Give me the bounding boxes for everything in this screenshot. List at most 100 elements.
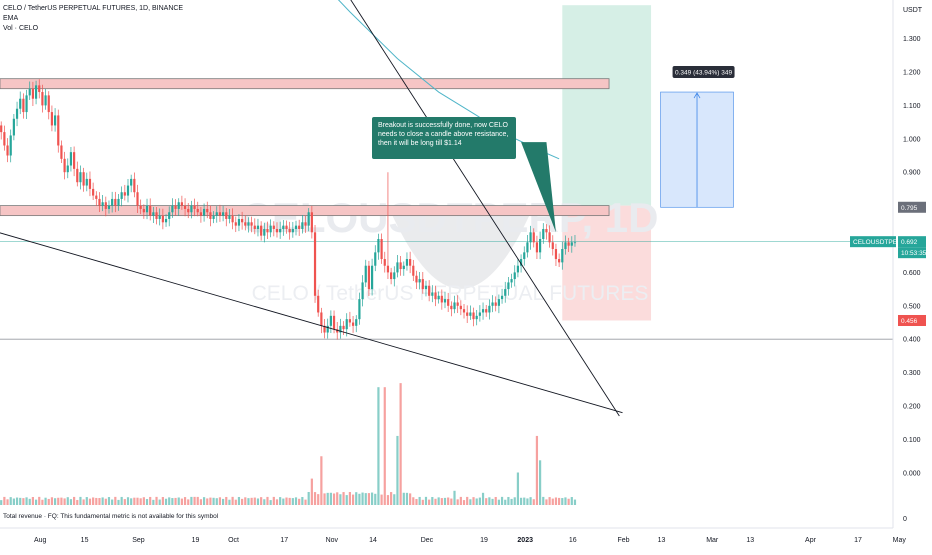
candle-body	[6, 145, 9, 156]
price-label-bg	[898, 247, 926, 259]
candle-body	[497, 299, 500, 306]
candle-body	[494, 302, 497, 306]
candle-body	[313, 232, 317, 296]
candle-body	[50, 112, 54, 126]
volume-bar	[361, 492, 364, 505]
price-label-bg	[850, 236, 896, 248]
time-tick-label: Nov	[326, 537, 339, 544]
candle-body	[488, 305, 491, 313]
candle-body	[390, 272, 393, 280]
candle-body	[149, 205, 152, 216]
volume-bar	[434, 498, 437, 505]
candle-body	[104, 202, 107, 209]
drawing-tools-layer[interactable]: 0.349 (43.94%) 349	[0, 66, 893, 340]
candle-body	[491, 302, 494, 306]
volume-bar	[269, 500, 272, 505]
volume-bar	[466, 496, 469, 505]
volume-bar	[73, 496, 76, 505]
candle-body	[142, 208, 145, 213]
volume-bar	[399, 383, 402, 505]
volume-bar	[117, 499, 120, 505]
volume-bar	[155, 496, 158, 505]
volume-bar	[294, 497, 298, 505]
volume-bar	[139, 498, 142, 505]
candle-body	[443, 299, 447, 303]
price-tick-label: 1.100	[903, 103, 921, 110]
volume-bar	[126, 497, 130, 505]
price-label-stop: 0.456	[901, 318, 918, 325]
volume-bar	[47, 498, 50, 505]
volume-indicator-label[interactable]: Vol · CELO	[3, 25, 39, 32]
candle-body	[0, 125, 3, 133]
volume-bar	[542, 496, 545, 505]
annotation-text: Breakout is successfully done, now CELO …	[378, 122, 509, 147]
time-tick-label: Mar	[706, 537, 719, 544]
annotation-callout[interactable]: Breakout is successfully done, now CELO …	[372, 117, 516, 159]
volume-bar	[69, 499, 73, 505]
volume-bar	[41, 499, 44, 505]
volume-bar	[564, 497, 567, 505]
symbol-title[interactable]: CELO / TetherUS PERPETUAL FUTURES, 1D, B…	[3, 5, 184, 12]
candle-body	[266, 228, 269, 233]
candle-body	[285, 225, 288, 229]
candle-body	[558, 259, 561, 263]
volume-bar	[539, 460, 542, 505]
time-axis[interactable]: Aug 15 Sep 19 Oct 17 Nov 14 Dec 19 2023 16 Feb 13 Mar 1…	[0, 527, 906, 544]
candle-body	[164, 218, 168, 223]
candle-body	[450, 305, 453, 310]
volume-bar	[510, 498, 513, 505]
candle-body	[386, 265, 390, 273]
candles-layer[interactable]	[0, 79, 577, 340]
candle-body	[79, 172, 82, 183]
price-axis[interactable]: 1.3001.2001.1001.0000.9000.7000.6000.500…	[850, 0, 927, 528]
candle-body	[453, 302, 456, 310]
candle-body	[526, 242, 529, 253]
descending-resistance-line	[350, 0, 620, 417]
candle-body	[348, 319, 351, 323]
volume-bar	[63, 498, 66, 505]
time-tick-label: 17	[280, 537, 288, 544]
ema-indicator-label[interactable]: EMA	[3, 15, 19, 22]
volume-bar	[206, 498, 209, 505]
candle-body	[535, 242, 539, 253]
price-tick-label: 0.900	[903, 170, 921, 177]
volume-bar	[450, 498, 453, 505]
candle-body	[370, 265, 374, 290]
volume-bar	[196, 496, 199, 505]
candle-body	[250, 222, 253, 226]
volume-bar	[190, 496, 193, 505]
volume-bar	[288, 497, 291, 505]
volume-bar	[364, 493, 367, 505]
volume-bar	[9, 497, 12, 505]
candle-body	[44, 95, 47, 106]
volume-axis-zero: 0	[903, 516, 907, 523]
candle-body	[291, 228, 294, 233]
volume-bar	[6, 499, 9, 505]
time-tick-label: Oct	[228, 537, 239, 544]
volume-bar	[101, 497, 104, 505]
candle-body	[462, 309, 466, 313]
price-label-last-price: 0.692	[901, 239, 918, 246]
candle-body	[567, 242, 570, 246]
volume-bar	[412, 497, 415, 505]
volume-bar	[60, 497, 63, 505]
candle-body	[206, 208, 209, 213]
candle-body	[177, 202, 180, 209]
fundamentals-note: Total revenue · FQ: This fundamental met…	[3, 513, 219, 520]
candle-body	[275, 228, 279, 233]
measure-arrowhead	[693, 92, 701, 99]
candle-body	[475, 315, 478, 320]
candle-body	[158, 215, 161, 219]
volume-bar	[161, 497, 164, 505]
candle-body	[34, 85, 38, 99]
volume-bar	[241, 498, 244, 505]
candle-body	[88, 178, 92, 189]
watermark-name: CELO / TetherUS PERPETUAL FUTURES	[252, 282, 649, 305]
volume-bar	[374, 493, 377, 505]
time-tick-label: 16	[569, 537, 577, 544]
volume-bar	[526, 498, 529, 505]
volume-bar	[183, 497, 187, 505]
trendline-layer[interactable]	[0, 0, 623, 417]
